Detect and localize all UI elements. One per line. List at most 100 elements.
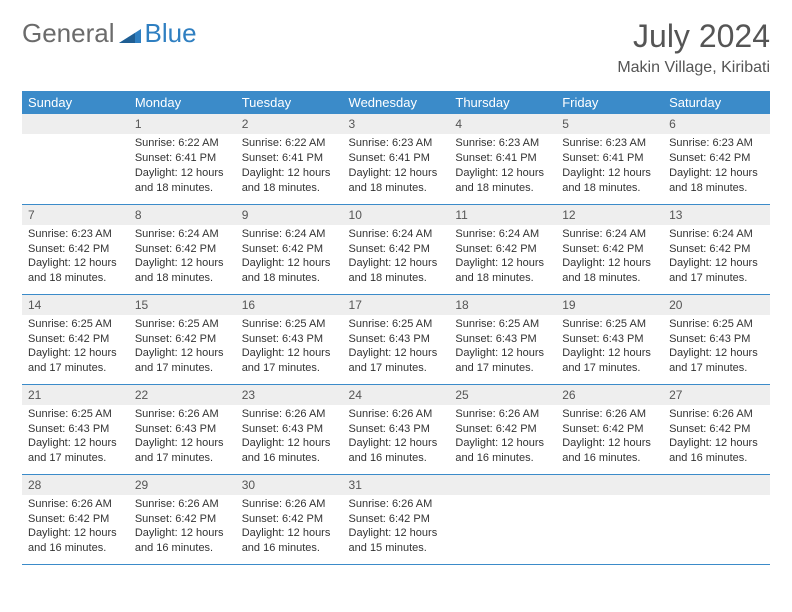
day-number: 2 xyxy=(236,114,343,134)
day-number: 10 xyxy=(343,205,450,225)
sunrise-line: Sunrise: 6:25 AM xyxy=(242,317,337,332)
day-details: Sunrise: 6:25 AMSunset: 6:43 PMDaylight:… xyxy=(236,315,343,380)
day-number-empty xyxy=(449,475,556,495)
calendar-cell: 10Sunrise: 6:24 AMSunset: 6:42 PMDayligh… xyxy=(343,204,450,294)
sunset-line: Sunset: 6:41 PM xyxy=(455,151,550,166)
sunrise-line: Sunrise: 6:24 AM xyxy=(455,227,550,242)
sunrise-line: Sunrise: 6:22 AM xyxy=(135,136,230,151)
sunset-line: Sunset: 6:43 PM xyxy=(242,422,337,437)
daylight-line: Daylight: 12 hours and 18 minutes. xyxy=(242,256,337,286)
day-number-empty xyxy=(22,114,129,134)
calendar-cell: 23Sunrise: 6:26 AMSunset: 6:43 PMDayligh… xyxy=(236,384,343,474)
calendar-table: SundayMondayTuesdayWednesdayThursdayFrid… xyxy=(22,91,770,565)
calendar-cell: 16Sunrise: 6:25 AMSunset: 6:43 PMDayligh… xyxy=(236,294,343,384)
sunset-line: Sunset: 6:42 PM xyxy=(562,422,657,437)
calendar-row: 7Sunrise: 6:23 AMSunset: 6:42 PMDaylight… xyxy=(22,204,770,294)
day-number: 3 xyxy=(343,114,450,134)
sunset-line: Sunset: 6:41 PM xyxy=(349,151,444,166)
day-details: Sunrise: 6:26 AMSunset: 6:42 PMDaylight:… xyxy=(663,405,770,470)
sunrise-line: Sunrise: 6:24 AM xyxy=(669,227,764,242)
sunset-line: Sunset: 6:42 PM xyxy=(28,512,123,527)
day-number: 30 xyxy=(236,475,343,495)
calendar-header-row: SundayMondayTuesdayWednesdayThursdayFrid… xyxy=(22,91,770,114)
day-details: Sunrise: 6:25 AMSunset: 6:43 PMDaylight:… xyxy=(343,315,450,380)
calendar-cell: 13Sunrise: 6:24 AMSunset: 6:42 PMDayligh… xyxy=(663,204,770,294)
sunset-line: Sunset: 6:41 PM xyxy=(562,151,657,166)
day-number: 31 xyxy=(343,475,450,495)
daylight-line: Daylight: 12 hours and 18 minutes. xyxy=(562,256,657,286)
weekday-header: Tuesday xyxy=(236,91,343,114)
calendar-cell: 8Sunrise: 6:24 AMSunset: 6:42 PMDaylight… xyxy=(129,204,236,294)
calendar-row: 1Sunrise: 6:22 AMSunset: 6:41 PMDaylight… xyxy=(22,114,770,204)
day-number: 6 xyxy=(663,114,770,134)
calendar-cell xyxy=(663,474,770,564)
day-number: 16 xyxy=(236,295,343,315)
daylight-line: Daylight: 12 hours and 16 minutes. xyxy=(242,526,337,556)
sunrise-line: Sunrise: 6:25 AM xyxy=(349,317,444,332)
daylight-line: Daylight: 12 hours and 16 minutes. xyxy=(669,436,764,466)
daylight-line: Daylight: 12 hours and 18 minutes. xyxy=(349,256,444,286)
day-number: 22 xyxy=(129,385,236,405)
day-number: 29 xyxy=(129,475,236,495)
sunrise-line: Sunrise: 6:26 AM xyxy=(562,407,657,422)
weekday-header: Wednesday xyxy=(343,91,450,114)
day-details: Sunrise: 6:26 AMSunset: 6:43 PMDaylight:… xyxy=(236,405,343,470)
daylight-line: Daylight: 12 hours and 17 minutes. xyxy=(28,346,123,376)
daylight-line: Daylight: 12 hours and 16 minutes. xyxy=(242,436,337,466)
daylight-line: Daylight: 12 hours and 18 minutes. xyxy=(28,256,123,286)
day-number: 21 xyxy=(22,385,129,405)
sunrise-line: Sunrise: 6:23 AM xyxy=(669,136,764,151)
daylight-line: Daylight: 12 hours and 17 minutes. xyxy=(135,346,230,376)
sunset-line: Sunset: 6:41 PM xyxy=(242,151,337,166)
daylight-line: Daylight: 12 hours and 17 minutes. xyxy=(669,256,764,286)
calendar-cell: 21Sunrise: 6:25 AMSunset: 6:43 PMDayligh… xyxy=(22,384,129,474)
weekday-header: Monday xyxy=(129,91,236,114)
day-number: 24 xyxy=(343,385,450,405)
sunrise-line: Sunrise: 6:26 AM xyxy=(242,497,337,512)
sunset-line: Sunset: 6:43 PM xyxy=(349,422,444,437)
calendar-cell xyxy=(22,114,129,204)
daylight-line: Daylight: 12 hours and 18 minutes. xyxy=(242,166,337,196)
day-number: 4 xyxy=(449,114,556,134)
sunrise-line: Sunrise: 6:26 AM xyxy=(669,407,764,422)
sunrise-line: Sunrise: 6:22 AM xyxy=(242,136,337,151)
sunrise-line: Sunrise: 6:23 AM xyxy=(562,136,657,151)
daylight-line: Daylight: 12 hours and 18 minutes. xyxy=(135,166,230,196)
daylight-line: Daylight: 12 hours and 16 minutes. xyxy=(562,436,657,466)
sunset-line: Sunset: 6:42 PM xyxy=(135,332,230,347)
sunrise-line: Sunrise: 6:26 AM xyxy=(135,497,230,512)
calendar-cell: 25Sunrise: 6:26 AMSunset: 6:42 PMDayligh… xyxy=(449,384,556,474)
calendar-cell: 26 Sunrise: 6:26 AMSunset: 6:42 PMDayligh… xyxy=(556,384,663,474)
daylight-line: Daylight: 12 hours and 16 minutes. xyxy=(349,436,444,466)
calendar-cell xyxy=(449,474,556,564)
calendar-cell: 22Sunrise: 6:26 AMSunset: 6:43 PMDayligh… xyxy=(129,384,236,474)
calendar-cell: 5Sunrise: 6:23 AMSunset: 6:41 PMDaylight… xyxy=(556,114,663,204)
daylight-line: Daylight: 12 hours and 15 minutes. xyxy=(349,526,444,556)
calendar-cell: 29Sunrise: 6:26 AMSunset: 6:42 PMDayligh… xyxy=(129,474,236,564)
sunset-line: Sunset: 6:42 PM xyxy=(455,422,550,437)
day-details: Sunrise: 6:24 AMSunset: 6:42 PMDaylight:… xyxy=(663,225,770,290)
day-details: Sunrise: 6:22 AMSunset: 6:41 PMDaylight:… xyxy=(236,134,343,199)
day-number: 26 xyxy=(556,385,663,405)
calendar-cell: 3Sunrise: 6:23 AMSunset: 6:41 PMDaylight… xyxy=(343,114,450,204)
day-number: 12 xyxy=(556,205,663,225)
calendar-cell: 27Sunrise: 6:26 AMSunset: 6:42 PMDayligh… xyxy=(663,384,770,474)
sunset-line: Sunset: 6:42 PM xyxy=(242,242,337,257)
day-details: Sunrise: 6:25 AMSunset: 6:43 PMDaylight:… xyxy=(22,405,129,470)
calendar-cell: 2Sunrise: 6:22 AMSunset: 6:41 PMDaylight… xyxy=(236,114,343,204)
daylight-line: Daylight: 12 hours and 16 minutes. xyxy=(455,436,550,466)
day-number: 28 xyxy=(22,475,129,495)
calendar-cell: 28Sunrise: 6:26 AMSunset: 6:42 PMDayligh… xyxy=(22,474,129,564)
sunrise-line: Sunrise: 6:25 AM xyxy=(28,407,123,422)
sunrise-line: Sunrise: 6:25 AM xyxy=(28,317,123,332)
sunrise-line: Sunrise: 6:26 AM xyxy=(455,407,550,422)
day-number-empty xyxy=(663,475,770,495)
calendar-cell: 31Sunrise: 6:26 AMSunset: 6:42 PMDayligh… xyxy=(343,474,450,564)
sunset-line: Sunset: 6:42 PM xyxy=(242,512,337,527)
day-details: Sunrise: 6:23 AMSunset: 6:42 PMDaylight:… xyxy=(22,225,129,290)
day-details: Sunrise: 6:26 AMSunset: 6:42 PMDaylight:… xyxy=(449,405,556,470)
page-title: July 2024 xyxy=(617,18,770,55)
calendar-cell: 11Sunrise: 6:24 AMSunset: 6:42 PMDayligh… xyxy=(449,204,556,294)
day-number: 9 xyxy=(236,205,343,225)
sunset-line: Sunset: 6:42 PM xyxy=(349,512,444,527)
